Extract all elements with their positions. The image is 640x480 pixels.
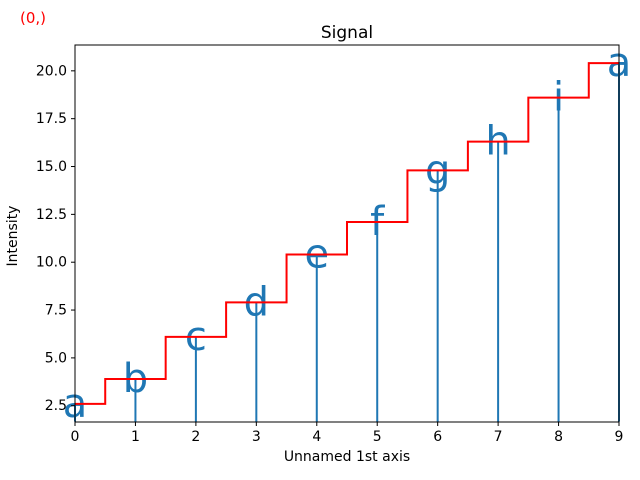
x-tick-label: 8 bbox=[554, 429, 563, 445]
chart-title: Signal bbox=[320, 23, 374, 43]
y-tick-label: 7.5 bbox=[45, 303, 67, 319]
x-tick-label: 0 bbox=[71, 429, 80, 445]
x-tick-label: 1 bbox=[131, 429, 140, 445]
array-shape-annotation: (0,) bbox=[20, 9, 47, 27]
x-tick-label: 9 bbox=[615, 429, 624, 445]
y-axis-label: Intensity bbox=[5, 205, 21, 267]
y-tick-label: 20.0 bbox=[36, 63, 67, 79]
y-tick-label: 15.0 bbox=[36, 159, 67, 175]
y-tick-label: 12.5 bbox=[36, 207, 67, 223]
y-tick-label: 2.5 bbox=[45, 398, 67, 414]
y-tick-label: 5.0 bbox=[45, 350, 67, 366]
x-tick-label: 7 bbox=[494, 429, 503, 445]
x-tick-label: 5 bbox=[373, 429, 382, 445]
x-tick-label: 6 bbox=[433, 429, 442, 445]
x-tick-label: 3 bbox=[252, 429, 261, 445]
step-line bbox=[75, 62, 619, 405]
x-axis-label: Unnamed 1st axis bbox=[283, 449, 411, 465]
axes-border bbox=[74, 44, 620, 423]
x-tick-label: 4 bbox=[312, 429, 321, 445]
y-tick-label: 17.5 bbox=[36, 111, 67, 127]
y-tick-label: 10.0 bbox=[36, 255, 67, 271]
x-tick-label: 2 bbox=[191, 429, 200, 445]
